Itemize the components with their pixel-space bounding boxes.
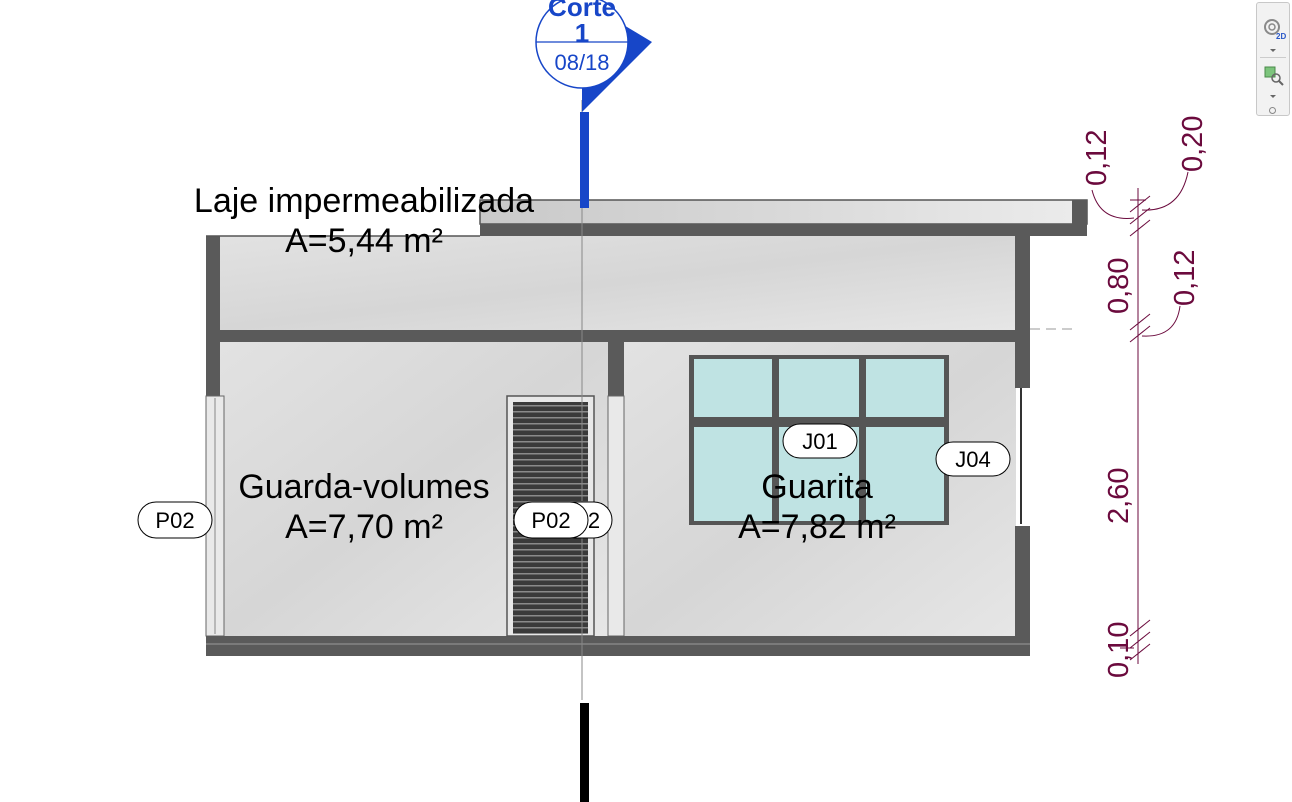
nav-divider <box>1260 57 1286 58</box>
beam <box>206 330 1030 342</box>
room-name-laje: Laje impermeabilizada <box>194 182 534 220</box>
window-tag-j04[interactable]: J04 <box>935 441 1011 477</box>
window-j01 <box>689 355 949 525</box>
dimension-chain <box>1091 171 1189 664</box>
svg-text:P02: P02 <box>155 508 194 533</box>
svg-text:2: 2 <box>588 508 600 533</box>
svg-text:J04: J04 <box>955 447 990 472</box>
section-sheet: 08/18 <box>554 50 609 75</box>
room-area-guarita: A=7,82 m² <box>738 508 896 546</box>
top-parapet <box>479 199 1088 225</box>
room-area-guarda-volumes: A=7,70 m² <box>285 508 443 546</box>
window-tag-j01[interactable]: J01 <box>782 423 858 459</box>
room-name-guarita: Guarita <box>761 468 873 506</box>
section-number: 1 <box>575 18 589 48</box>
svg-text:P02: P02 <box>531 508 570 533</box>
dim-wall: 2,60 <box>1103 468 1135 524</box>
floor-slab <box>206 636 1030 656</box>
room-area-laje: A=5,44 m² <box>285 222 443 260</box>
center-wall-upper <box>608 342 624 396</box>
right-wall-lower <box>1015 526 1030 636</box>
zoom-region-icon[interactable] <box>1261 63 1287 87</box>
right-wall-upper <box>1015 342 1030 388</box>
chevron-down-icon[interactable] <box>1270 49 1276 52</box>
dim-beam: 0,12 <box>1169 250 1201 306</box>
slab-right-wall <box>1015 236 1030 330</box>
steering-wheel-icon[interactable]: 2D <box>1261 17 1287 41</box>
close-icon[interactable] <box>1269 107 1276 114</box>
svg-text:J01: J01 <box>802 429 837 454</box>
section-line-lower <box>580 703 589 802</box>
door-tag-left[interactable]: P02 <box>137 501 213 539</box>
dim-top-left: 0,12 <box>1081 130 1113 186</box>
top-parapet-edge <box>1072 200 1087 224</box>
room-name-guarda-volumes: Guarda-volumes <box>238 468 489 506</box>
view-mode-label: 2D <box>1276 32 1286 41</box>
dim-base: 0,10 <box>1103 622 1135 678</box>
section-marker[interactable]: Corte 1 08/18 <box>535 0 652 112</box>
chevron-down-icon[interactable] <box>1270 95 1276 98</box>
left-wall-upper <box>206 342 220 396</box>
door-tag-center[interactable]: P02 <box>513 501 589 539</box>
slab-left-wall <box>206 236 220 330</box>
section-title: Corte <box>548 0 616 22</box>
slab-top-wall <box>480 224 1087 236</box>
dim-slab: 0,80 <box>1103 258 1135 314</box>
slab-area <box>214 236 1016 330</box>
section-line-upper <box>580 112 589 208</box>
dim-top-right: 0,20 <box>1177 116 1209 172</box>
navigation-bar: 2D <box>1256 2 1290 116</box>
